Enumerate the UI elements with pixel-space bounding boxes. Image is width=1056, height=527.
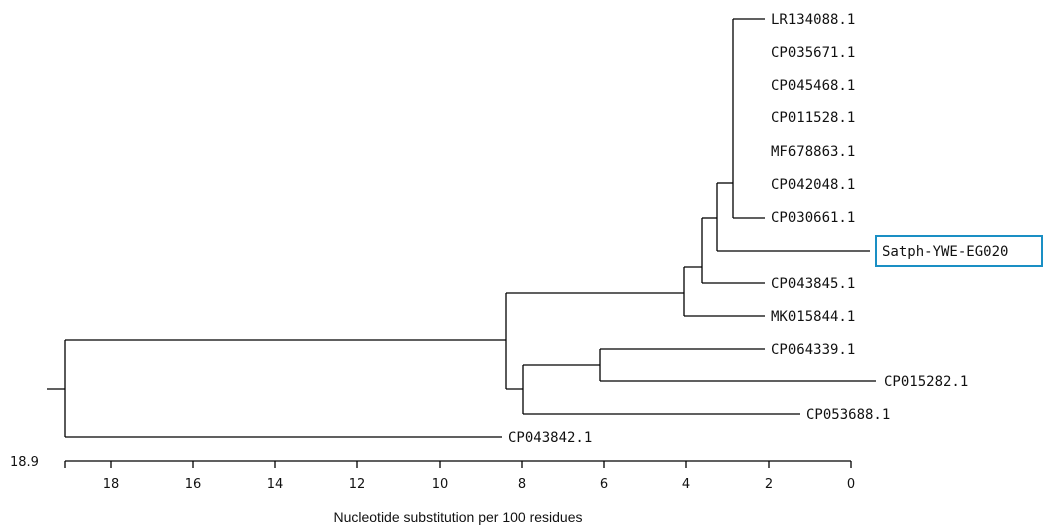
tree-branches xyxy=(47,18,876,438)
axis-tick-label: 10 xyxy=(432,477,449,492)
tip-label: CP043842.1 xyxy=(508,430,592,446)
axis-tick-label: 18 xyxy=(103,477,120,492)
tip-labels: LR134088.1 CP035671.1 CP045468.1 CP01152… xyxy=(508,12,1008,446)
tip-label: CP064339.1 xyxy=(771,342,855,358)
axis-tick-label: 2 xyxy=(765,477,773,492)
tip-label: CP042048.1 xyxy=(771,177,855,193)
tip-label: CP043845.1 xyxy=(771,276,855,292)
tip-label: CP035671.1 xyxy=(771,45,855,61)
axis-tick-label: 4 xyxy=(682,477,690,492)
tip-label: CP030661.1 xyxy=(771,210,855,226)
axis-tick-label: 16 xyxy=(185,477,202,492)
axis-tick-label: 6 xyxy=(600,477,608,492)
tip-label: CP011528.1 xyxy=(771,110,855,126)
axis-tick-label: 8 xyxy=(518,477,526,492)
axis-title: Nucleotide substitution per 100 residues xyxy=(333,509,582,525)
distance-axis: 18.9 18 16 14 12 10 8 6 4 2 0 Nucleotide… xyxy=(10,455,855,525)
axis-tick-label: 0 xyxy=(847,477,855,492)
highlight-box xyxy=(875,235,1043,267)
tip-label-highlighted: Satph-YWE-EG020 xyxy=(882,244,1008,260)
tip-label: MF678863.1 xyxy=(771,144,855,160)
tip-label: LR134088.1 xyxy=(771,12,855,28)
tip-label: CP053688.1 xyxy=(806,407,890,423)
tip-label: CP045468.1 xyxy=(771,78,855,94)
axis-tick-label: 12 xyxy=(349,477,366,492)
root-distance-label: 18.9 xyxy=(10,455,39,470)
tip-label: MK015844.1 xyxy=(771,309,855,325)
tip-label: CP015282.1 xyxy=(884,374,968,390)
axis-tick-label: 14 xyxy=(267,477,284,492)
